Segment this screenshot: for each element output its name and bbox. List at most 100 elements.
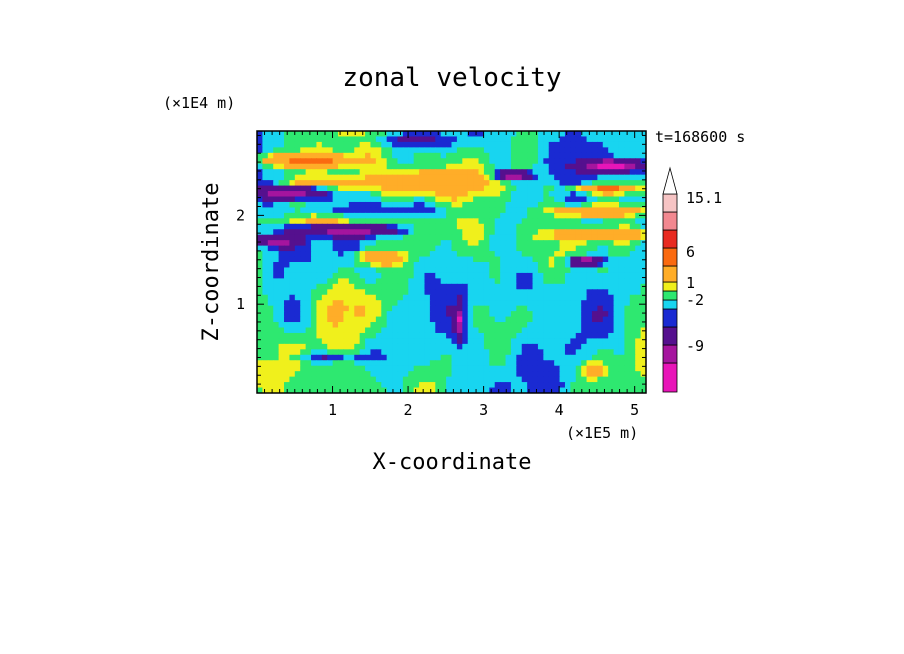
heatmap-cell bbox=[289, 360, 296, 367]
heatmap-cell bbox=[392, 327, 399, 334]
heatmap-cell bbox=[392, 251, 399, 258]
heatmap-cell bbox=[548, 240, 555, 247]
heatmap-cell bbox=[613, 262, 620, 269]
heatmap-cell bbox=[543, 338, 550, 345]
heatmap-cell bbox=[618, 311, 625, 318]
heatmap-cell bbox=[629, 382, 636, 389]
heatmap-cell bbox=[370, 332, 377, 340]
heatmap-cell bbox=[343, 294, 350, 301]
heatmap-cell bbox=[386, 196, 393, 203]
heatmap-cell bbox=[321, 152, 328, 159]
heatmap-cell bbox=[532, 343, 539, 350]
heatmap-cell bbox=[321, 212, 328, 219]
heatmap-cell bbox=[332, 338, 339, 345]
heatmap-cell bbox=[462, 311, 469, 318]
heatmap-cell bbox=[575, 294, 582, 301]
heatmap-cell bbox=[543, 240, 550, 247]
heatmap-cell bbox=[570, 283, 577, 290]
heatmap-cell bbox=[489, 354, 496, 361]
heatmap-cell bbox=[456, 349, 463, 356]
heatmap-cell bbox=[289, 332, 296, 340]
heatmap-cell bbox=[327, 218, 334, 225]
heatmap-cell bbox=[559, 343, 566, 350]
heatmap-cell bbox=[273, 201, 280, 209]
heatmap-cell bbox=[510, 343, 517, 350]
heatmap-cell bbox=[300, 300, 307, 307]
heatmap-cell bbox=[370, 218, 377, 225]
heatmap-cell bbox=[629, 245, 636, 252]
heatmap-cell bbox=[289, 316, 296, 323]
heatmap-cell bbox=[354, 371, 361, 378]
heatmap-cell bbox=[273, 338, 280, 345]
heatmap-cell bbox=[284, 316, 291, 323]
heatmap-cell bbox=[354, 185, 361, 192]
heatmap-cell bbox=[532, 283, 539, 290]
heatmap-cell bbox=[613, 327, 620, 334]
heatmap-cell bbox=[473, 338, 480, 345]
heatmap-cell bbox=[419, 360, 426, 367]
heatmap-cell bbox=[489, 136, 496, 143]
heatmap-cell bbox=[332, 212, 339, 219]
heatmap-cell bbox=[586, 180, 593, 187]
heatmap-cell bbox=[273, 360, 280, 367]
heatmap-cell bbox=[527, 141, 534, 148]
heatmap-cell bbox=[456, 311, 463, 318]
heatmap-cell bbox=[613, 289, 620, 296]
heatmap-cell bbox=[440, 256, 447, 263]
heatmap-cell bbox=[635, 207, 642, 214]
heatmap-cell bbox=[494, 185, 501, 192]
heatmap-cell bbox=[338, 169, 345, 176]
heatmap-cell bbox=[505, 322, 512, 329]
heatmap-cell bbox=[386, 316, 393, 323]
heatmap-cell bbox=[629, 131, 636, 138]
heatmap-cell bbox=[375, 229, 382, 236]
heatmap-cell bbox=[494, 158, 501, 165]
heatmap-cell bbox=[284, 371, 291, 378]
heatmap-cell bbox=[381, 191, 388, 198]
heatmap-cell bbox=[359, 371, 366, 378]
heatmap-cell bbox=[386, 229, 393, 236]
heatmap-cell bbox=[467, 305, 474, 312]
heatmap-cell bbox=[305, 305, 312, 312]
heatmap-cell bbox=[278, 322, 285, 329]
heatmap-cell bbox=[516, 234, 523, 241]
heatmap-cell bbox=[613, 218, 620, 225]
heatmap-cell bbox=[608, 196, 615, 203]
heatmap-cell bbox=[618, 218, 625, 225]
heatmap-cell bbox=[424, 300, 431, 307]
heatmap-cell bbox=[483, 294, 490, 301]
heatmap-cell bbox=[494, 251, 501, 258]
heatmap-cell bbox=[429, 278, 436, 285]
heatmap-cell bbox=[446, 201, 453, 209]
heatmap-cell bbox=[413, 147, 420, 154]
heatmap-cell bbox=[635, 141, 642, 148]
heatmap-cell bbox=[402, 338, 409, 345]
heatmap-cell bbox=[570, 158, 577, 165]
heatmap-cell bbox=[570, 141, 577, 148]
heatmap-cell bbox=[408, 180, 415, 187]
heatmap-cell bbox=[316, 338, 323, 345]
heatmap-cell bbox=[354, 207, 361, 214]
heatmap-cell bbox=[473, 245, 480, 252]
heatmap-cell bbox=[294, 185, 301, 192]
heatmap-cell bbox=[305, 251, 312, 258]
heatmap-cell bbox=[446, 169, 453, 176]
heatmap-cell bbox=[483, 278, 490, 285]
heatmap-cell bbox=[300, 196, 307, 203]
heatmap-cell bbox=[284, 382, 291, 389]
heatmap-cell bbox=[586, 152, 593, 159]
heatmap-cell bbox=[494, 300, 501, 307]
heatmap-cell bbox=[608, 240, 615, 247]
heatmap-cell bbox=[575, 207, 582, 214]
heatmap-cell bbox=[267, 371, 274, 378]
heatmap-cell bbox=[516, 218, 523, 225]
heatmap-cell bbox=[284, 349, 291, 356]
heatmap-cell bbox=[370, 311, 377, 318]
heatmap-cell bbox=[537, 387, 544, 393]
heatmap-cell bbox=[365, 147, 372, 154]
heatmap-cell bbox=[267, 185, 274, 192]
heatmap-cell bbox=[365, 316, 372, 323]
heatmap-cell bbox=[446, 272, 453, 279]
heatmap-cell bbox=[629, 152, 636, 159]
heatmap-cell bbox=[429, 169, 436, 176]
